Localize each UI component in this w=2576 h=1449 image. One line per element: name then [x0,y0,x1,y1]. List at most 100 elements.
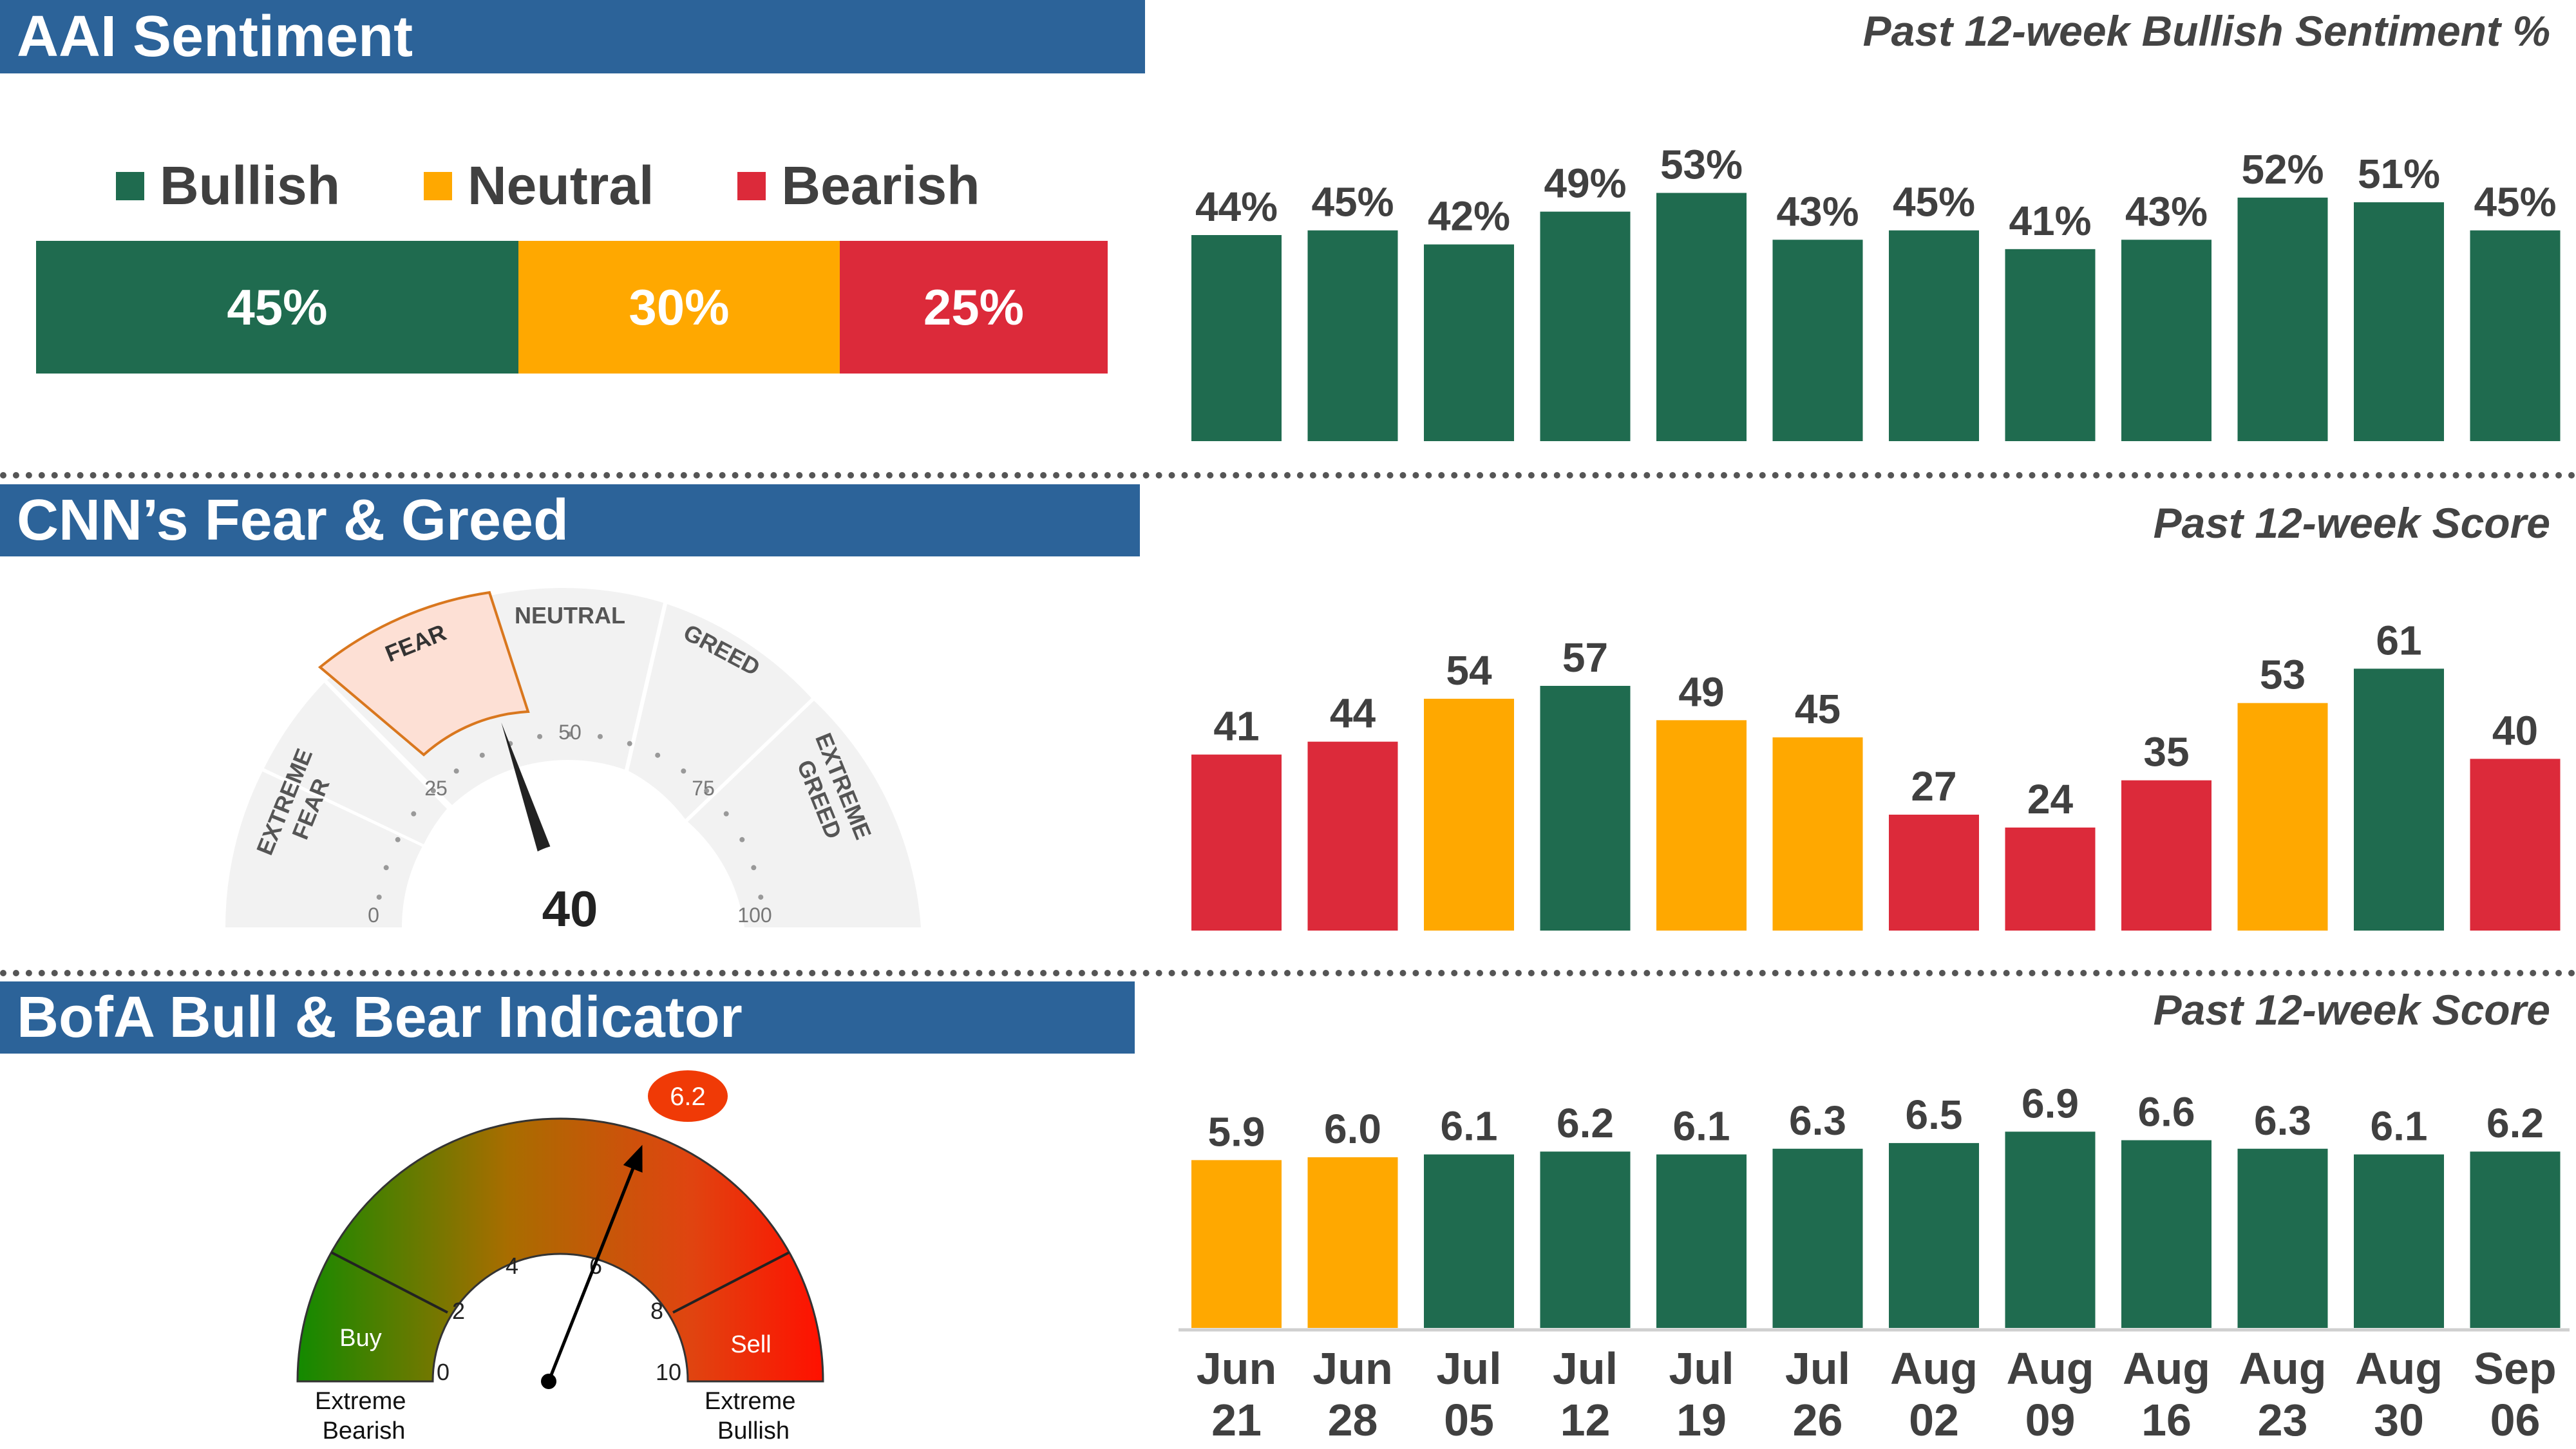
bar-2 [1424,699,1514,931]
gauge-end-right: Extreme Bullish [705,1388,802,1444]
bar-5 [1772,240,1863,441]
gauge-tick-0: 0 [368,904,379,927]
bar-label-9: 6.3 [2254,1097,2311,1144]
bar-label-4: 53% [1660,142,1743,188]
x-axis-label-month: Jun [1312,1343,1393,1394]
bar-label-3: 49% [1544,160,1626,207]
gauge-segment-extreme-fear [225,771,422,927]
bar-label-3: 6.2 [1557,1100,1614,1146]
gauge-dot [597,734,603,739]
bar-label-8: 6.6 [2138,1089,2195,1135]
gauge-dot [681,768,687,774]
bar-8 [2121,240,2211,441]
bar-8 [2121,1140,2211,1328]
gauge-dots [376,732,764,900]
gauge-zone-buy: Buy [339,1325,381,1352]
x-axis-label-day: 09 [2025,1395,2076,1445]
cnn-section-title: CNN’s Fear & Greed [0,484,1140,556]
section-divider-1 [0,472,2576,478]
x-axis-label-day: 12 [1560,1395,1611,1445]
x-axis-label: Aug 23 [2228,1343,2338,1446]
x-axis-label-day: 21 [1211,1395,1262,1445]
stack-segment-bearish: 25% [839,241,1108,374]
bar-label-0: 5.9 [1208,1108,1265,1155]
bar-1 [1307,1157,1398,1328]
gauge-needle [547,1156,639,1382]
gauge-end-left-line1: Extreme [315,1388,406,1415]
gauge-outer-band [225,587,921,927]
gauge-dot [376,895,382,900]
bar-5 [1772,737,1863,931]
legend-item-neutral: Neutral [424,155,654,217]
bar-label-2: 42% [1428,193,1510,240]
gauge-segment-fear [264,683,447,844]
gauge-sell-divider [672,1251,790,1314]
bar-label-11: 6.2 [2486,1100,2544,1146]
bar-9 [2237,1148,2328,1328]
x-axis-label: Jun 21 [1182,1343,1291,1446]
gauge-tick-labels: 0 2 4 6 8 10 [437,1253,681,1385]
x-axis-label-month: Jul [1785,1343,1851,1394]
bar-label-4: 49 [1678,668,1724,715]
bar-7 [2005,828,2096,931]
x-axis-label-month: Jun [1196,1343,1277,1394]
x-axis-label-month: Jul [1669,1343,1734,1394]
legend-label-neutral: Neutral [468,155,654,216]
x-axis-label: Aug 02 [1879,1343,1989,1446]
gauge-dot [411,811,417,817]
bar-label-5: 45 [1795,686,1841,732]
gauge-segment-extreme-greed [688,701,921,927]
x-axis-label-month: Aug [2122,1343,2211,1394]
gauge-dot [758,895,764,900]
gauge-dot [430,788,436,793]
gauge-value: 6.2 [670,1083,706,1111]
bar-label-7: 6.9 [2022,1080,2079,1126]
gauge-tick-8: 8 [650,1298,663,1324]
bar-7 [2005,1132,2096,1328]
bar-label-8: 43% [2125,188,2208,234]
x-axis-label-month: Jul [1436,1343,1502,1394]
bar-label-6: 45% [1893,179,1975,225]
x-axis-label: Sep 06 [2461,1343,2570,1446]
x-axis-label-month: Aug [2239,1343,2327,1394]
bofa-chart-subtitle: Past 12-week Score [2153,986,2550,1034]
legend-label-bullish: Bullish [160,155,341,216]
bar-4 [1656,720,1747,931]
gauge-needle-arrowhead [623,1144,643,1173]
aai-stacked-bar: 45% 30% 25% [36,241,1108,374]
x-axis-label-day: 05 [1444,1395,1494,1445]
x-axis-label: Aug 09 [1996,1343,2105,1446]
section-divider-2 [0,970,2576,976]
gauge-dot [383,865,389,871]
gauge-tick-labels: 0 25 50 75 100 [368,721,772,927]
bar-label-5: 43% [1776,188,1859,234]
bar-7 [2005,249,2096,441]
bar-label-9: 53 [2260,652,2306,698]
bofa-section-title: BofA Bull & Bear Indicator [0,981,1135,1054]
gauge-arc [296,1117,824,1383]
legend-swatch-bullish [116,171,144,200]
gauge-dot [537,734,543,739]
bar-0 [1191,235,1282,441]
bar-label-9: 52% [2241,146,2324,193]
bar-3 [1540,211,1631,441]
x-axis-label: Jun 28 [1298,1343,1408,1446]
gauge-dot [704,788,710,793]
gauge-dot [739,837,745,842]
bofa-score-bar-chart: 5.9 6.0 6.1 6.2 6.1 6.3 6.5 6.9 6.6 6.3 6.1 6.2 [1179,1080,2570,1332]
gauge-dot [479,752,485,758]
gauge-end-labels: Extreme Bearish Extreme Bullish [315,1388,802,1444]
x-axis-label-day: 19 [1676,1395,1727,1445]
bar-11 [2470,1151,2561,1328]
gauge-zone-sell: Sell [730,1331,771,1358]
gauge-tick-4: 4 [506,1253,518,1279]
bofa-bull-bear-gauge: Buy Sell 0 2 4 6 8 10 Extreme Bearish Ex… [296,1070,824,1444]
gauge-dot [751,865,757,871]
aai-legend: Bullish Neutral Bearish [116,155,980,217]
x-axis-label-day: 23 [2257,1395,2308,1445]
legend-swatch-neutral [424,171,453,200]
bar-label-10: 51% [2358,151,2440,197]
aai-bullish-bar-chart: 44% 45% 42% 49% 53% 43% 45% 41% 43% 52% 51% 45% [1191,142,2561,441]
gauge-dot [723,811,729,817]
cnn-fear-greed-gauge: FEAR NEUTRAL GREED EXTREME FEAR EXTREME … [225,587,921,940]
